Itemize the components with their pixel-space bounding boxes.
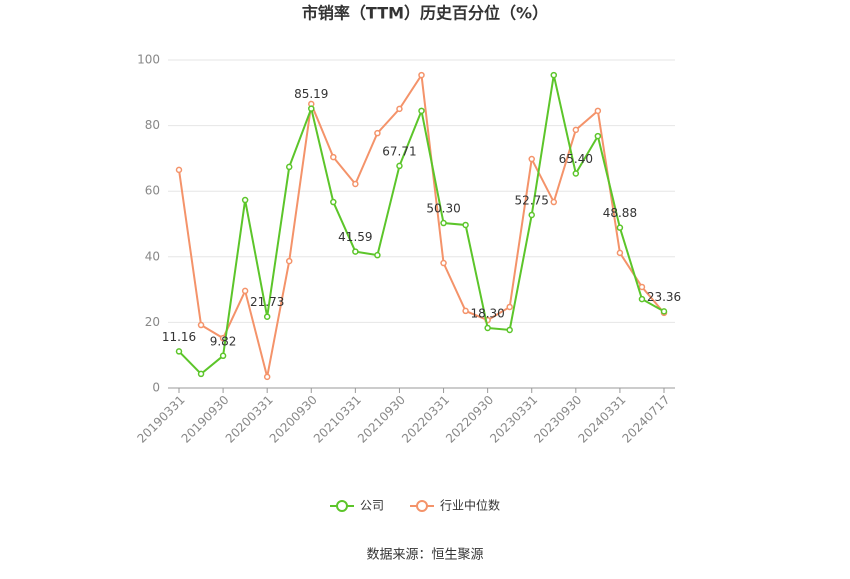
- data-label: 41.59: [338, 230, 372, 244]
- x-tick-label: 20240717: [620, 393, 673, 446]
- legend-label: 行业中位数: [440, 498, 500, 513]
- y-tick-label: 0: [152, 381, 160, 395]
- point: [285, 163, 293, 171]
- point: [440, 259, 447, 267]
- legend-label: 公司: [360, 499, 384, 513]
- point: [374, 129, 381, 137]
- point: [616, 249, 624, 257]
- data-label: 23.36: [647, 290, 681, 304]
- point: [330, 198, 337, 206]
- data-label: 85.19: [294, 87, 328, 101]
- point: [219, 352, 227, 360]
- series-line: [178, 72, 665, 378]
- series-line: [178, 74, 665, 376]
- y-tick-label: 80: [145, 118, 160, 132]
- point: [594, 107, 602, 115]
- point: [528, 211, 535, 219]
- data-label: 21.73: [250, 295, 284, 309]
- point: [572, 126, 580, 134]
- point: [352, 248, 359, 255]
- point: [462, 221, 469, 229]
- point: [484, 324, 491, 332]
- point: [241, 196, 249, 204]
- point: [462, 307, 469, 315]
- data-label: 9.82: [210, 334, 237, 348]
- data-label: 67.71: [382, 144, 416, 158]
- point: [616, 224, 624, 231]
- legend-marker: [336, 500, 348, 512]
- y-tick-label: 60: [145, 184, 160, 198]
- point: [418, 71, 425, 79]
- point: [396, 162, 403, 170]
- point: [197, 321, 205, 329]
- chart-title: 市销率（TTM）历史百分位（%）: [302, 4, 548, 23]
- point: [285, 257, 293, 265]
- point: [374, 251, 381, 259]
- point: [263, 313, 271, 320]
- y-tick-label: 20: [145, 315, 160, 329]
- point: [594, 132, 602, 140]
- point: [352, 180, 359, 188]
- point: [550, 198, 558, 206]
- point: [638, 295, 646, 303]
- data-label: 65.40: [559, 152, 593, 166]
- y-tick-label: 40: [145, 249, 160, 263]
- point: [197, 370, 205, 378]
- point: [175, 166, 183, 174]
- point: [660, 308, 668, 315]
- data-label: 50.30: [426, 202, 460, 216]
- data-label: 48.88: [603, 206, 637, 220]
- point: [550, 71, 558, 79]
- point: [418, 107, 425, 115]
- point: [506, 326, 513, 334]
- point: [330, 153, 337, 161]
- data-label: 18.30: [470, 306, 504, 320]
- source: 数据来源：恒生聚源: [366, 548, 483, 563]
- point: [506, 303, 513, 311]
- y-tick-label: 100: [137, 53, 160, 67]
- data-label: 11.16: [162, 330, 196, 344]
- point: [572, 170, 580, 177]
- point: [440, 219, 447, 227]
- point: [528, 155, 535, 163]
- point: [175, 348, 183, 355]
- point: [308, 105, 315, 112]
- point: [241, 287, 249, 295]
- point: [263, 373, 271, 381]
- point: [396, 105, 403, 113]
- point: [638, 283, 646, 291]
- legend-marker: [416, 500, 428, 512]
- data-label: 52.75: [515, 193, 549, 207]
